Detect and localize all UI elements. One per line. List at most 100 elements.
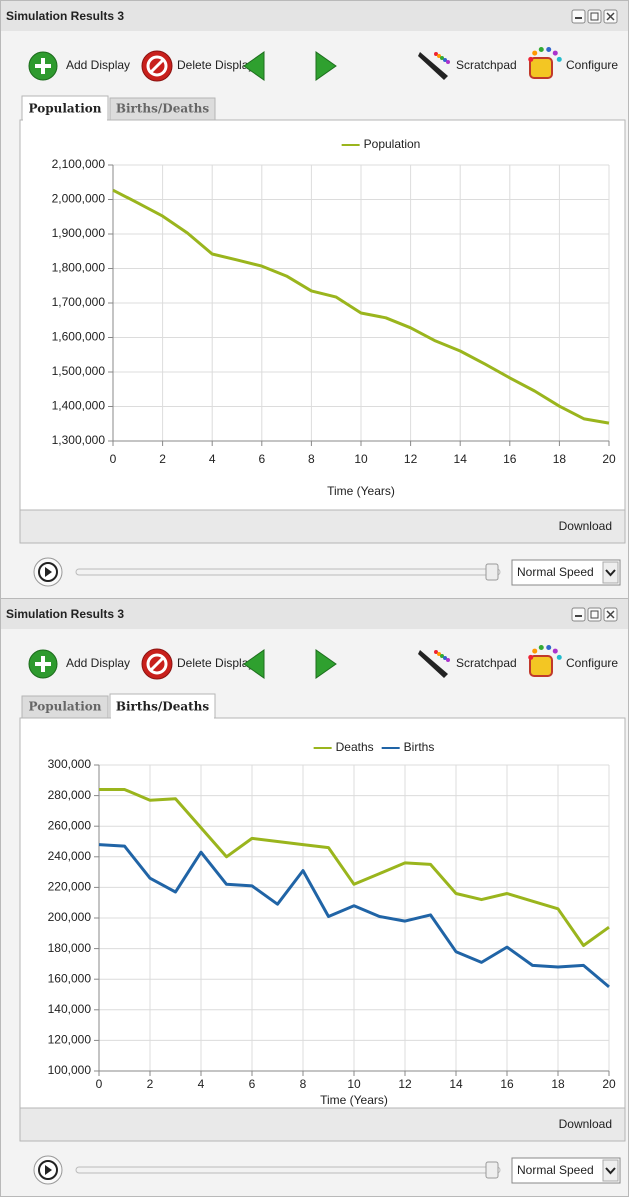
- y-tick-label: 300,000: [48, 757, 92, 771]
- y-tick-label: 1,300,000: [52, 433, 106, 447]
- toolbar-label[interactable]: Delete Display: [177, 656, 254, 670]
- download-link[interactable]: Download: [559, 519, 612, 533]
- delete-slash: [149, 656, 165, 672]
- scratchpad-dot: [437, 54, 441, 58]
- window-button[interactable]: [587, 9, 602, 24]
- series-line: [99, 788, 610, 947]
- play-glyph: [45, 567, 52, 577]
- select-arrow: [605, 1167, 616, 1175]
- tab-label[interactable]: Births/Deaths: [116, 102, 210, 116]
- tab-gap: [111, 717, 214, 720]
- select-arrow-box: [602, 561, 619, 584]
- tab[interactable]: [109, 693, 216, 720]
- slider-thumb[interactable]: [485, 563, 499, 581]
- scratchpad-dot: [434, 650, 438, 654]
- slider-track[interactable]: [75, 1166, 501, 1174]
- y-tick-label: 120,000: [48, 1033, 92, 1047]
- x-axis-title: Time (Years): [320, 1093, 388, 1107]
- panel-title: Simulation Results 3: [6, 607, 124, 621]
- legend-label: Births: [404, 740, 435, 754]
- window-button[interactable]: [587, 607, 602, 622]
- scratchpad-dot: [443, 656, 447, 660]
- toolbar-label[interactable]: Add Display: [66, 656, 130, 670]
- configure-dot: [556, 654, 562, 660]
- y-tick-label: 260,000: [48, 818, 92, 832]
- select-arrow: [605, 569, 616, 577]
- y-tick-label: 2,000,000: [52, 192, 106, 206]
- x-tick-label: 4: [209, 452, 216, 466]
- next-arrow[interactable]: [315, 649, 337, 679]
- scratchpad-dot: [443, 58, 447, 62]
- maximize-glyph: [590, 12, 599, 21]
- close-glyph: [606, 610, 615, 619]
- x-tick-label: 20: [602, 1077, 616, 1091]
- configure-dot: [532, 50, 538, 56]
- speed-label[interactable]: Normal Speed: [517, 565, 594, 579]
- slider-thumb[interactable]: [485, 1161, 499, 1179]
- slider-track[interactable]: [75, 568, 501, 576]
- chart-area: [19, 717, 626, 1109]
- x-tick-label: 14: [449, 1077, 463, 1091]
- y-tick-label: 240,000: [48, 849, 92, 863]
- tab-label[interactable]: Population: [29, 700, 102, 714]
- configure-icon[interactable]: [529, 57, 553, 79]
- y-tick-label: 1,700,000: [52, 295, 106, 309]
- panel-title: Simulation Results 3: [6, 9, 124, 23]
- title-bar: [1, 599, 628, 629]
- scratchpad-icon[interactable]: [418, 650, 448, 678]
- scratchpad-icon[interactable]: [418, 52, 448, 80]
- toolbar-label[interactable]: Scratchpad: [456, 58, 517, 72]
- legend-label: Population: [364, 137, 421, 151]
- configure-dot: [528, 654, 534, 660]
- x-tick-label: 8: [308, 452, 315, 466]
- window-button[interactable]: [571, 9, 586, 24]
- speed-select[interactable]: [511, 1157, 621, 1184]
- x-tick-label: 16: [503, 452, 517, 466]
- legend-item: Deaths: [313, 740, 374, 754]
- legend-item: Population: [341, 137, 421, 151]
- title-bar: [1, 1, 628, 31]
- x-tick-label: 10: [347, 1077, 361, 1091]
- toolbar-label[interactable]: Configure: [566, 58, 618, 72]
- prev-arrow[interactable]: [243, 649, 265, 679]
- x-tick-label: 12: [404, 452, 418, 466]
- x-tick-label: 2: [159, 452, 166, 466]
- series-line: [98, 843, 610, 989]
- configure-icon[interactable]: [529, 655, 553, 677]
- configure-dot: [552, 50, 558, 56]
- download-link[interactable]: Download: [559, 1117, 612, 1131]
- x-tick-label: 10: [354, 452, 368, 466]
- prev-arrow[interactable]: [243, 51, 265, 81]
- scratchpad-dot: [446, 60, 450, 64]
- next-arrow[interactable]: [315, 51, 337, 81]
- y-tick-label: 220,000: [48, 880, 92, 894]
- y-tick-label: 200,000: [48, 910, 92, 924]
- speed-select[interactable]: [511, 559, 621, 586]
- speed-label[interactable]: Normal Speed: [517, 1163, 594, 1177]
- window-button[interactable]: [571, 607, 586, 622]
- toolbar-label[interactable]: Configure: [566, 656, 618, 670]
- configure-dot: [532, 648, 538, 654]
- tab-gap: [23, 119, 107, 122]
- play-glyph: [45, 1165, 52, 1175]
- y-tick-label: 160,000: [48, 971, 92, 985]
- x-tick-label: 8: [300, 1077, 307, 1091]
- delete-ring: [146, 653, 168, 675]
- y-tick-label: 280,000: [48, 788, 92, 802]
- x-tick-label: 2: [147, 1077, 154, 1091]
- download-bar: [19, 509, 626, 544]
- x-tick-label: 14: [454, 452, 468, 466]
- panel-content: Simulation Results 3 Add Display Delete Di…: [0, 598, 629, 1197]
- tab-label[interactable]: Population: [29, 102, 102, 116]
- scratchpad-dot: [437, 652, 441, 656]
- configure-dot: [546, 46, 552, 52]
- add-glyph: [35, 656, 51, 672]
- configure-dot: [538, 46, 544, 52]
- maximize-glyph: [590, 610, 599, 619]
- x-tick-label: 4: [198, 1077, 205, 1091]
- toolbar-label[interactable]: Delete Display: [177, 58, 254, 72]
- toolbar-label[interactable]: Add Display: [66, 58, 130, 72]
- tab-label[interactable]: Births/Deaths: [116, 700, 210, 714]
- toolbar-label[interactable]: Scratchpad: [456, 656, 517, 670]
